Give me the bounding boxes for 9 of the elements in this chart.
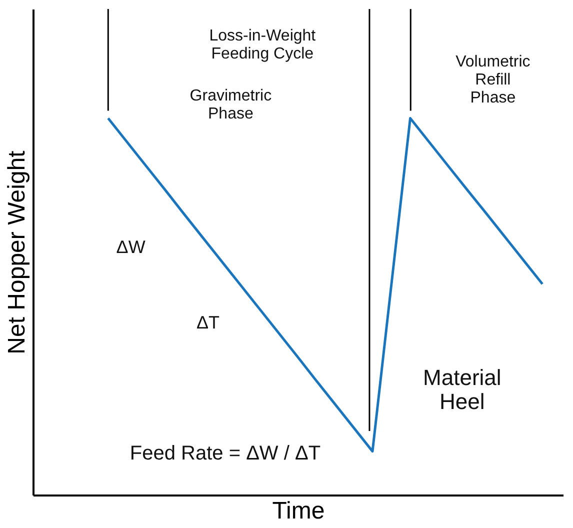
annotation: Material Heel	[423, 365, 502, 414]
annotation: Gravimetric Phase	[190, 88, 272, 123]
y-axis-title: Net Hopper Weight	[4, 150, 30, 354]
annotation: Feed Rate = ΔW / ΔT	[130, 442, 321, 465]
annotation: ΔT	[196, 312, 220, 333]
text: Loss-in-Weight Feeding Cycle	[209, 27, 316, 62]
x-axis-title: Time	[272, 498, 325, 524]
text: Volumetric Refill Phase	[456, 54, 530, 107]
annotation: ΔW	[116, 236, 146, 257]
